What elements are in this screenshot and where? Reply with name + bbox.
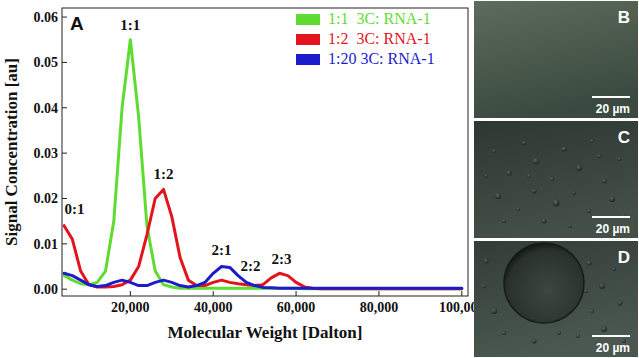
droplet bbox=[504, 243, 584, 323]
scale-bar bbox=[592, 96, 630, 98]
droplet bbox=[590, 309, 594, 313]
droplet bbox=[568, 224, 572, 228]
micrograph bbox=[474, 121, 638, 238]
droplet bbox=[572, 191, 576, 195]
y-tick bbox=[62, 289, 67, 290]
plot-frame bbox=[62, 8, 468, 296]
y-axis-label: Signal Concentration [au] bbox=[2, 58, 21, 246]
x-tick bbox=[461, 291, 462, 296]
peak-annotation: 2:1 bbox=[212, 242, 232, 258]
droplet bbox=[502, 219, 506, 223]
droplet bbox=[576, 334, 580, 338]
legend-swatch bbox=[296, 14, 320, 25]
droplet bbox=[584, 289, 588, 293]
y-tick-label: 0.05 bbox=[34, 55, 59, 70]
legend-swatch bbox=[296, 34, 320, 45]
peak-annotation: 2:2 bbox=[241, 258, 261, 274]
droplet bbox=[553, 200, 560, 207]
series-group bbox=[64, 40, 462, 289]
scale-bar-label: 20 µm bbox=[596, 222, 630, 236]
y-tick-label: 0.06 bbox=[34, 10, 59, 25]
y-tick-label: 0.04 bbox=[34, 101, 59, 116]
x-tick-label: 60,000 bbox=[277, 300, 316, 315]
scale-bar bbox=[592, 216, 630, 218]
droplet bbox=[587, 261, 592, 266]
droplet bbox=[601, 326, 607, 332]
droplet bbox=[484, 174, 488, 178]
droplet bbox=[597, 154, 601, 158]
x-tick bbox=[130, 291, 131, 296]
x-tick-label: 40,000 bbox=[194, 300, 233, 315]
y-tick-label: 0.03 bbox=[34, 146, 59, 161]
scale-bar bbox=[592, 335, 630, 337]
series-line bbox=[64, 40, 462, 289]
figure: 0.00 0.01 0.02 0.03 0.04 0.05 0.06 20,000 40,000… bbox=[0, 0, 639, 358]
peak-annotation: 1:1 bbox=[120, 17, 140, 33]
droplet bbox=[562, 147, 567, 152]
droplet bbox=[557, 331, 561, 335]
droplet bbox=[576, 165, 582, 171]
micrograph bbox=[474, 241, 638, 357]
y-tick bbox=[62, 243, 67, 244]
droplet bbox=[612, 267, 616, 271]
droplet bbox=[492, 149, 496, 153]
legend-label: 1:20 3C: RNA-1 bbox=[328, 50, 435, 67]
droplet bbox=[587, 209, 591, 213]
y-tick bbox=[62, 107, 67, 108]
series-line bbox=[64, 189, 462, 288]
micrograph-content bbox=[484, 139, 626, 228]
droplet bbox=[522, 141, 526, 145]
x-tick bbox=[378, 291, 379, 296]
legend-swatch bbox=[296, 54, 320, 65]
series-line bbox=[64, 267, 462, 289]
scale-bar-label: 20 µm bbox=[596, 102, 630, 116]
droplet bbox=[532, 339, 537, 344]
legend-label: 1:2 3C: RNA-1 bbox=[328, 30, 431, 47]
panel-label: C bbox=[618, 128, 630, 147]
droplet bbox=[609, 196, 615, 202]
droplet bbox=[482, 284, 486, 288]
panel-label: B bbox=[618, 8, 630, 27]
x-tick bbox=[213, 291, 214, 296]
droplet bbox=[542, 219, 547, 224]
droplet bbox=[502, 331, 506, 335]
scale-bar-label: 20 µm bbox=[596, 341, 630, 355]
peak-annotation: 0:1 bbox=[64, 201, 84, 217]
droplet bbox=[532, 189, 537, 194]
peak-annotation: 1:2 bbox=[154, 166, 174, 182]
droplet bbox=[495, 193, 501, 199]
peak-annotation: 2:3 bbox=[272, 251, 292, 267]
micrograph bbox=[474, 1, 638, 118]
droplet bbox=[602, 179, 607, 184]
droplet bbox=[516, 207, 520, 211]
x-tick-label: 20,000 bbox=[111, 300, 150, 315]
droplet bbox=[507, 171, 512, 176]
droplet bbox=[617, 157, 621, 161]
droplet bbox=[491, 308, 497, 314]
y-tick bbox=[62, 17, 67, 18]
droplet bbox=[527, 174, 531, 178]
y-tick bbox=[62, 62, 67, 63]
micrograph-content bbox=[482, 243, 626, 344]
x-tick bbox=[296, 291, 297, 296]
droplet bbox=[533, 158, 539, 164]
panel-label: D bbox=[618, 248, 630, 267]
y-tick-label: 0.00 bbox=[34, 282, 59, 297]
panel-label: A bbox=[70, 13, 84, 34]
x-tick-label: 80,000 bbox=[360, 300, 399, 315]
y-tick bbox=[62, 198, 67, 199]
y-tick-label: 0.02 bbox=[34, 191, 59, 206]
droplet bbox=[550, 177, 554, 181]
y-tick bbox=[62, 153, 67, 154]
droplet bbox=[599, 283, 605, 289]
droplet bbox=[618, 301, 623, 306]
droplet bbox=[484, 259, 489, 264]
droplet bbox=[590, 139, 594, 143]
x-axis-label: Molecular Weight [Dalton] bbox=[168, 323, 363, 342]
y-tick-label: 0.01 bbox=[34, 237, 59, 252]
legend-label: 1:1 3C: RNA-1 bbox=[328, 10, 431, 27]
